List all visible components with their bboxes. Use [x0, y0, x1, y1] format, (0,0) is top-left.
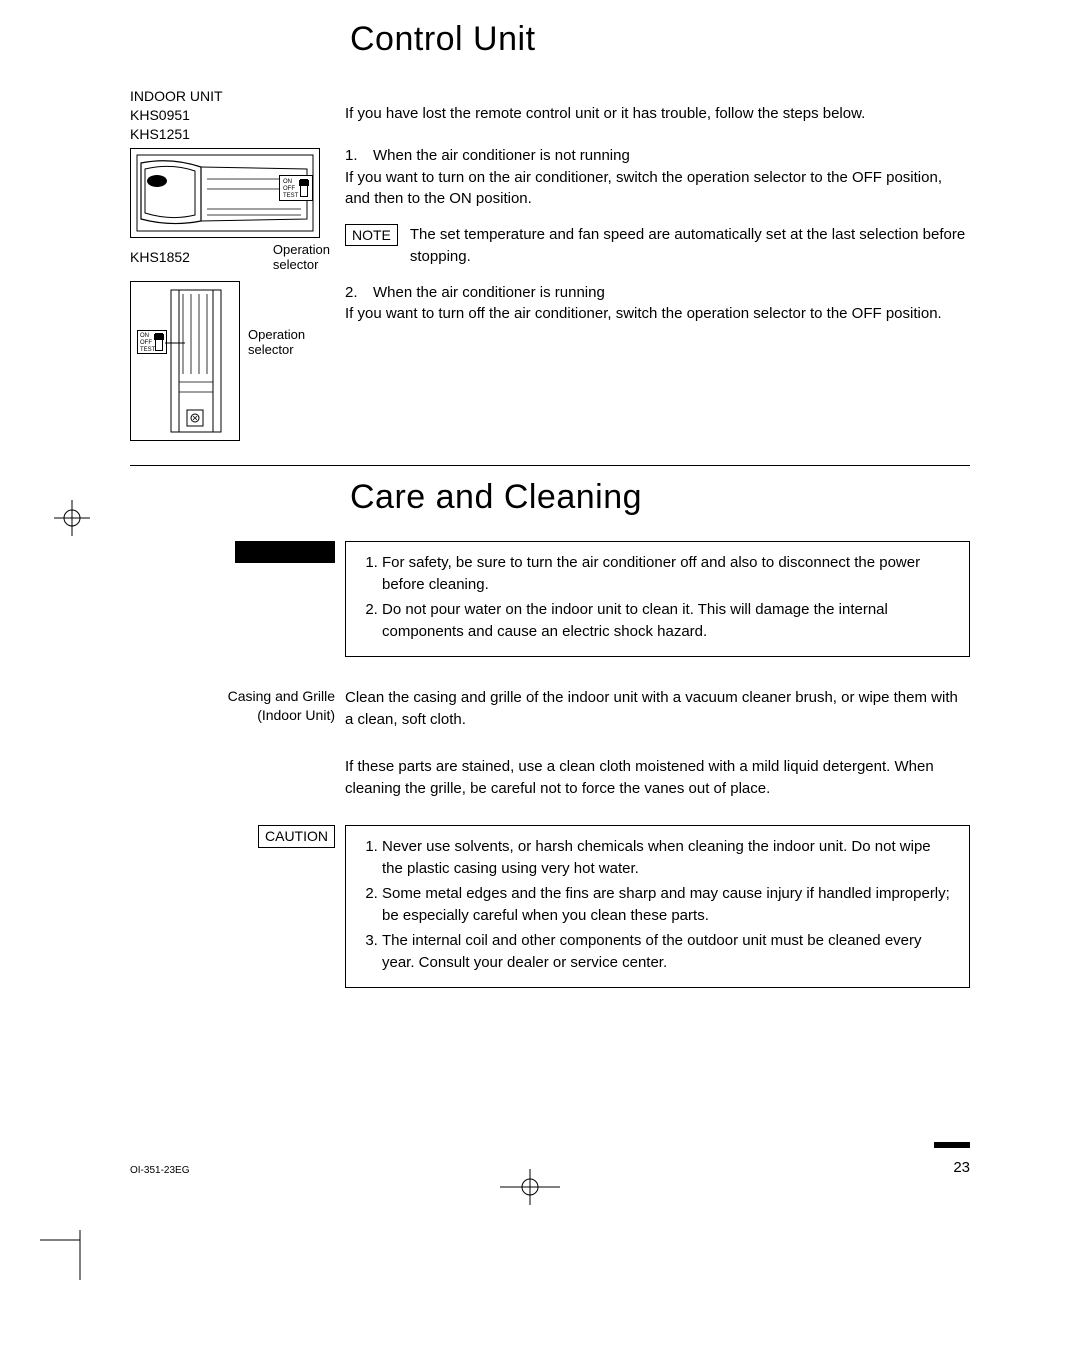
casing-para1: Clean the casing and grille of the indoo… [345, 687, 970, 732]
step2-body: If you want to turn off the air conditio… [345, 303, 970, 325]
step1: 1.When the air conditioner is not runnin… [345, 145, 970, 167]
model-a-label: KHS0951 [130, 106, 345, 125]
warning-row: For safety, be sure to turn the air cond… [130, 541, 970, 657]
section1-title-wrap: Control Unit [350, 20, 970, 59]
indoor-unit-label: INDOOR UNIT [130, 87, 345, 106]
note-label: NOTE [345, 224, 398, 246]
step1-title: When the air conditioner is not running [373, 147, 630, 164]
switch-test-label: TEST [283, 193, 298, 199]
note-body: The set temperature and fan speed are au… [406, 224, 970, 268]
caution-item-1: Never use solvents, or harsh chemicals w… [382, 836, 955, 881]
warning-item-1: For safety, be sure to turn the air cond… [382, 552, 955, 597]
caution-item-3: The internal coil and other components o… [382, 930, 955, 975]
pointer-line [165, 340, 185, 346]
switch-off-label-b: OFF [140, 340, 152, 346]
switch-on-label: ON [283, 179, 292, 185]
unit-diagram-1: ON OFF TEST [130, 148, 320, 238]
section1-title: Control Unit [350, 20, 970, 59]
section1-right-column: If you have lost the remote control unit… [345, 59, 970, 441]
operation-selector-caption-a: Operation selector [273, 242, 330, 273]
section2-title-wrap: Care and Cleaning [350, 478, 970, 517]
page: Control Unit INDOOR UNIT KHS0951 KHS1251 [0, 0, 1080, 1360]
casing-row: Casing and Grille (Indoor Unit) Clean th… [130, 687, 970, 801]
switch-off-label: OFF [283, 186, 295, 192]
switch-on-label-b: ON [140, 333, 149, 339]
caution-bordered-block: Never use solvents, or harsh chemicals w… [345, 825, 970, 988]
section1-row: INDOOR UNIT KHS0951 KHS1251 [130, 59, 970, 441]
casing-label-line1: Casing and Grille [130, 687, 335, 707]
page-edge-marker [934, 1142, 970, 1148]
caution-content: Never use solvents, or harsh chemicals w… [345, 825, 970, 988]
step2-title: When the air conditioner is running [373, 284, 605, 301]
unit-diagram-2: ON OFF TEST [130, 281, 240, 441]
caution-item-2: Some metal edges and the fins are sharp … [382, 883, 955, 928]
crop-mark-bottom-left [40, 1230, 100, 1280]
warning-bordered-block: For safety, be sure to turn the air cond… [345, 541, 970, 657]
operation-selector-caption-b: Operation selector [248, 327, 305, 358]
caution-label: CAUTION [258, 825, 335, 849]
caution-row: CAUTION Never use solvents, or harsh che… [130, 825, 970, 988]
section2-title: Care and Cleaning [350, 478, 970, 517]
step2-num: 2. [345, 282, 373, 304]
casing-label-line2: (Indoor Unit) [130, 706, 335, 726]
section1-left-column: INDOOR UNIT KHS0951 KHS1251 [130, 59, 345, 441]
warning-label-box [235, 541, 335, 563]
unit-illustration-b [131, 282, 239, 440]
step2: 2.When the air conditioner is running [345, 282, 970, 304]
page-footer: OI-351-23EG 23 [130, 1159, 970, 1176]
switch-test-label-b: TEST [140, 347, 155, 353]
doc-code: OI-351-23EG [130, 1165, 189, 1176]
model-b-label: KHS1251 [130, 125, 345, 144]
intro-text: If you have lost the remote control unit… [345, 103, 970, 125]
section-divider [130, 465, 970, 466]
operation-selector-switch-b: ON OFF TEST [137, 330, 167, 354]
warning-content: For safety, be sure to turn the air cond… [345, 541, 970, 657]
page-number: 23 [953, 1159, 970, 1176]
casing-content: Clean the casing and grille of the indoo… [345, 687, 970, 801]
casing-label-col: Casing and Grille (Indoor Unit) [130, 687, 345, 726]
warning-item-2: Do not pour water on the indoor unit to … [382, 599, 955, 644]
caution-label-col: CAUTION [130, 825, 345, 849]
caution-list: Never use solvents, or harsh chemicals w… [360, 836, 955, 975]
casing-para2: If these parts are stained, use a clean … [345, 756, 970, 801]
operation-selector-switch-a: ON OFF TEST [279, 175, 313, 201]
crop-mark-left [54, 500, 90, 536]
step1-body: If you want to turn on the air condition… [345, 167, 970, 211]
warning-label-col [130, 541, 345, 569]
step1-num: 1. [345, 145, 373, 167]
model-c-label: KHS1852 [130, 248, 190, 267]
warning-list: For safety, be sure to turn the air cond… [360, 552, 955, 644]
